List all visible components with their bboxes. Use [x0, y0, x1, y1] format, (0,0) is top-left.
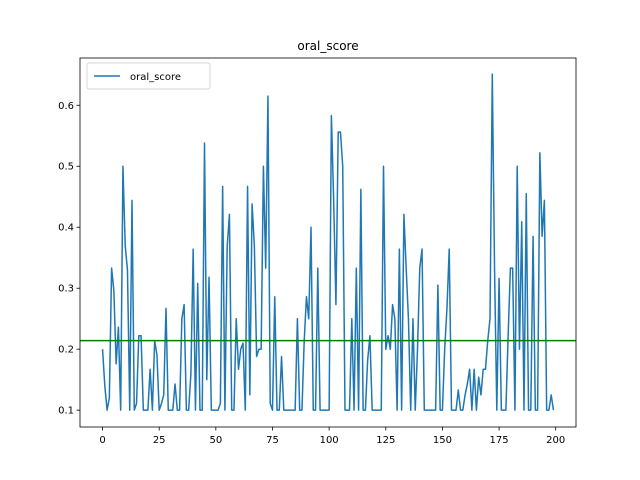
x-tick-label: 50 — [209, 435, 222, 446]
plot-area — [80, 58, 576, 427]
y-tick-label: 0.3 — [58, 284, 74, 295]
series-line-oral-score — [101, 73, 555, 411]
x-tick-label: 175 — [490, 435, 509, 446]
series-layer — [80, 73, 576, 411]
y-tick-label: 0.2 — [58, 345, 74, 356]
legend-box — [86, 62, 211, 90]
y-axis: 0.1 0.2 0.3 0.4 0.5 0.6 — [58, 101, 80, 417]
y-tick-label: 0.6 — [58, 101, 74, 112]
x-tick-label: 25 — [153, 435, 166, 446]
legend-label-oral-score: oral_score — [130, 72, 181, 83]
legend: oral_score — [86, 62, 211, 90]
x-axis: 0 25 50 75 100 125 150 175 200 — [99, 427, 565, 446]
plot-frame — [79, 57, 577, 428]
x-tick-label: 75 — [266, 435, 279, 446]
chart-title: oral_score — [297, 39, 358, 53]
x-tick-label: 125 — [376, 435, 395, 446]
x-tick-label: 0 — [99, 435, 105, 446]
x-tick-label: 100 — [320, 435, 339, 446]
y-tick-label: 0.4 — [58, 223, 74, 234]
y-tick-label: 0.1 — [58, 406, 74, 417]
x-tick-label: 200 — [546, 435, 565, 446]
y-tick-label: 0.5 — [58, 162, 74, 173]
x-tick-label: 150 — [433, 435, 452, 446]
